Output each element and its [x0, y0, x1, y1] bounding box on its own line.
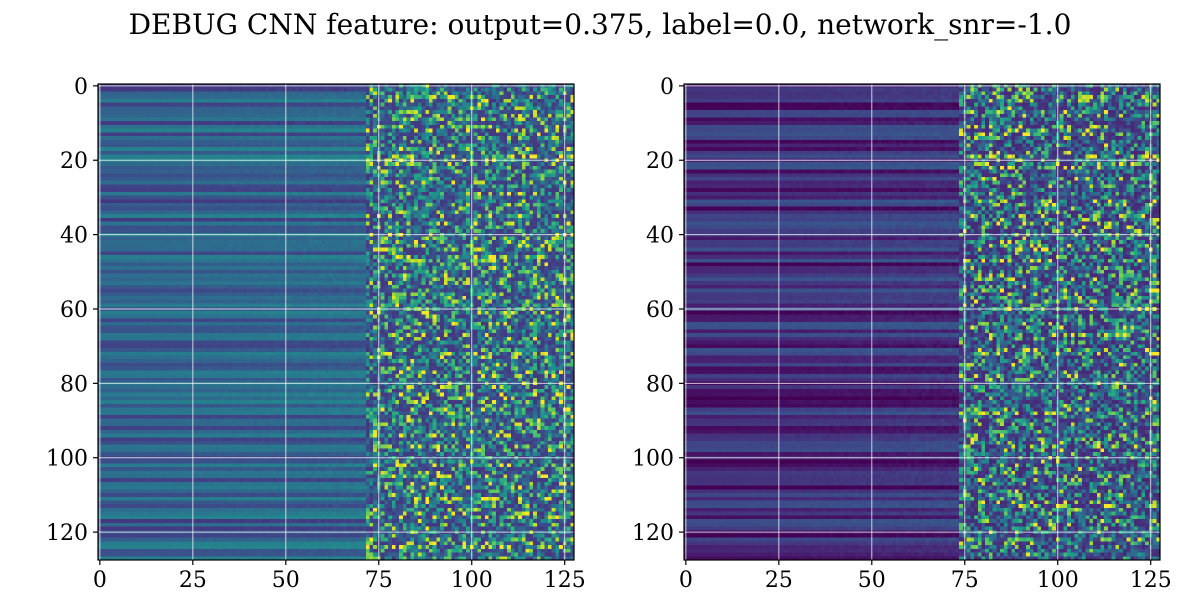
x-tick-label: 25 [765, 568, 793, 593]
y-tick-label: 100 [632, 447, 674, 472]
x-tick-label: 75 [365, 568, 393, 593]
x-tick-label: 125 [544, 568, 586, 593]
heatmap-image [684, 84, 1160, 560]
x-tick-label: 125 [1130, 568, 1172, 593]
y-tick-label: 60 [60, 298, 88, 323]
x-tick-label: 25 [179, 568, 207, 593]
y-tick-label: 120 [46, 521, 88, 546]
y-tick-label: 20 [646, 149, 674, 174]
y-tick-label: 20 [60, 149, 88, 174]
x-tick-label: 0 [679, 568, 693, 593]
axes-frame [683, 83, 1161, 561]
y-tick-label: 60 [646, 298, 674, 323]
y-tick-label: 80 [646, 372, 674, 397]
x-tick-label: 0 [93, 568, 107, 593]
x-tick-label: 50 [272, 568, 300, 593]
y-tick-label: 100 [46, 447, 88, 472]
axes-frame [97, 83, 575, 561]
y-tick-label: 40 [646, 224, 674, 249]
y-tick-label: 120 [632, 521, 674, 546]
x-tick-label: 50 [858, 568, 886, 593]
y-tick-label: 80 [60, 372, 88, 397]
chart-title: DEBUG CNN feature: output=0.375, label=0… [129, 8, 1072, 41]
y-tick-label: 0 [660, 75, 674, 100]
y-tick-label: 40 [60, 224, 88, 249]
y-tick-label: 0 [74, 75, 88, 100]
heatmap-panel-left: 0 25 50 75 100 125 0 20 40 60 80 100 120 [46, 75, 586, 593]
x-tick-label: 100 [451, 568, 493, 593]
x-tick-label: 100 [1037, 568, 1079, 593]
heatmap-image [98, 84, 574, 560]
x-tick-label: 75 [951, 568, 979, 593]
heatmap-panel-right: 0 25 50 75 100 125 0 20 40 60 80 100 120 [632, 75, 1172, 593]
